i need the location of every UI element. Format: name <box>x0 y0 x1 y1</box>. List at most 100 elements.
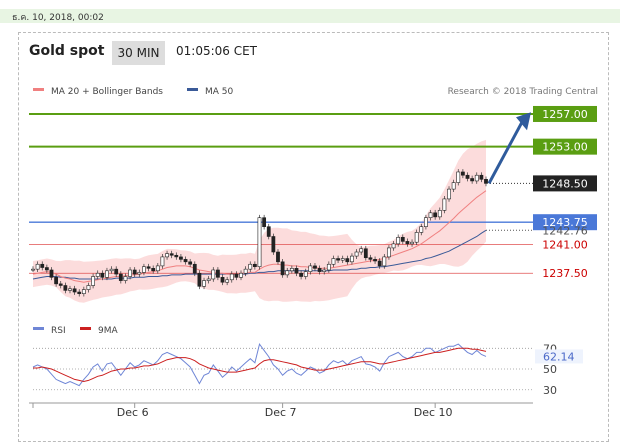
candle-body <box>428 212 433 219</box>
forecast-arrow-line <box>487 121 524 185</box>
candle-body <box>285 270 290 276</box>
candle-body <box>63 285 68 291</box>
candle-body <box>387 247 391 258</box>
candle-body <box>451 182 456 190</box>
candle-body <box>91 276 95 286</box>
candle-body <box>174 254 179 258</box>
candle-body <box>215 269 220 278</box>
candle-body <box>289 268 294 272</box>
candle-body <box>169 253 174 256</box>
level-1243-75-tag <box>533 214 597 231</box>
ma50-line <box>32 229 487 280</box>
candle-body <box>456 171 461 183</box>
candle-body <box>294 268 299 274</box>
candle-body <box>322 269 327 272</box>
level-1257-00-label: 1257.00 <box>542 108 588 121</box>
candle-body <box>132 269 137 275</box>
candle-body <box>479 174 484 180</box>
candle-body <box>363 248 368 259</box>
candle-body <box>447 188 451 200</box>
candle-body <box>81 289 86 294</box>
candle-body <box>165 253 169 258</box>
candle-body <box>155 265 160 272</box>
candle-body <box>433 212 438 218</box>
candle-body <box>142 266 146 273</box>
candle-body <box>248 263 253 270</box>
candle-body <box>105 270 109 278</box>
candle-body <box>44 267 49 271</box>
ma50-legend-label: MA 50 <box>205 87 234 97</box>
rsi-last-tag <box>535 349 583 364</box>
candle-body <box>202 280 206 287</box>
candle-body <box>299 272 304 277</box>
x-tick-label: Dec 10 <box>414 406 453 419</box>
candle-body <box>484 179 488 184</box>
rsi-line <box>32 342 487 387</box>
ma20-legend-label: MA 20 + Bollinger Bands <box>51 87 163 97</box>
candle-body <box>54 277 59 285</box>
ma50-legend-swatch <box>187 88 198 91</box>
timestamp-bar: ธ.ค. 10, 2018, 00:02 <box>0 9 620 23</box>
candle-body <box>86 285 91 290</box>
candle-body <box>234 273 239 278</box>
candle-body <box>276 251 280 263</box>
candle-body <box>95 272 100 277</box>
level-1237-50-tag <box>533 265 597 282</box>
rsi-legend-swatch <box>33 327 44 330</box>
candle-body <box>377 260 382 267</box>
candle-body <box>313 265 317 269</box>
candle-body <box>197 272 202 287</box>
candle-body <box>280 261 285 276</box>
candle-body <box>118 273 123 281</box>
candle-body <box>183 259 188 263</box>
level-1243-75-label: 1243.75 <box>542 216 588 229</box>
candle-body <box>396 237 401 245</box>
candle-body <box>442 198 447 211</box>
candle-body <box>49 269 54 278</box>
candle-body <box>211 269 216 280</box>
forecast-arrow-head <box>516 112 531 131</box>
candle-body <box>160 256 165 267</box>
rsi-ma-legend-swatch <box>80 327 91 330</box>
candle-body <box>35 263 40 270</box>
x-tick-label: Dec 7 <box>265 406 297 419</box>
level-1237-50-label: 1237.50 <box>542 267 588 280</box>
candle-body <box>266 226 271 237</box>
chart-time: 01:05:06 CET <box>176 44 257 58</box>
candle-body <box>340 258 345 261</box>
chart-panel <box>18 32 609 442</box>
timestamp: ธ.ค. 10, 2018, 00:02 <box>12 13 104 23</box>
candle-body <box>410 241 414 245</box>
candle-body <box>368 257 373 260</box>
candle-body <box>257 217 262 268</box>
rsi-tick-30: 30 <box>543 384 557 397</box>
rsi-ma-line <box>33 347 487 383</box>
level-1253-00-tag <box>533 138 597 155</box>
candle-body <box>350 255 354 263</box>
candle-body <box>179 256 183 260</box>
candle-body <box>206 278 211 281</box>
candle-body <box>188 261 193 265</box>
rsi-last-value: 62.14 <box>543 350 575 363</box>
timeframe-badge[interactable]: 30 MIN <box>112 41 165 65</box>
candle-body <box>151 268 156 272</box>
candle-body <box>308 265 313 272</box>
candle-body <box>331 258 336 265</box>
candle-body <box>359 248 364 253</box>
source-credit: Research © 2018 Trading Central <box>448 87 598 97</box>
candle-body <box>424 217 428 227</box>
candle-body <box>68 288 72 291</box>
level-1257-00-tag <box>533 105 597 122</box>
level-1241-00-tag <box>533 236 597 253</box>
candle-body <box>391 243 396 249</box>
x-tick-label: Dec 6 <box>117 406 149 419</box>
candle-body <box>336 258 340 261</box>
instrument-title: Gold spot <box>29 43 105 59</box>
candle-body <box>137 272 142 275</box>
candle-body <box>474 174 479 182</box>
ma20-legend-swatch <box>33 88 44 91</box>
candle-body <box>303 271 308 277</box>
candle-body <box>114 268 119 275</box>
level-1248-50-tag <box>533 175 597 192</box>
candle-body <box>317 268 322 272</box>
